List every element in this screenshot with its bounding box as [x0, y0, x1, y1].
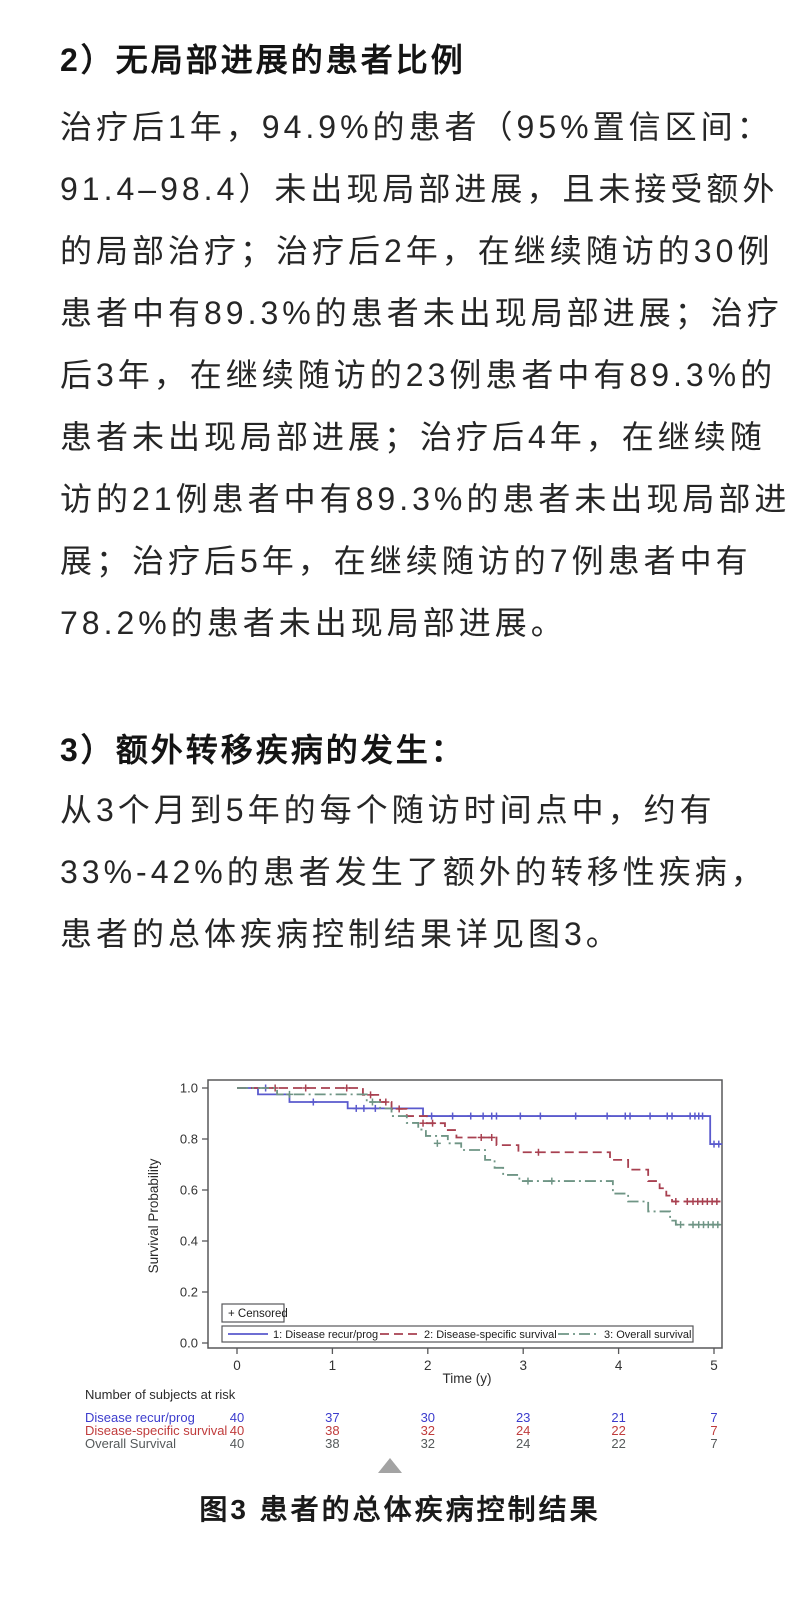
- svg-text:0.8: 0.8: [180, 1132, 198, 1147]
- svg-text:0.4: 0.4: [180, 1234, 198, 1249]
- svg-text:1.0: 1.0: [180, 1081, 198, 1096]
- svg-text:38: 38: [325, 1423, 339, 1438]
- svg-text:1: 1: [329, 1358, 337, 1373]
- svg-text:32: 32: [421, 1423, 435, 1438]
- text-line: 患者的总体疾病控制结果详见图3。: [60, 916, 622, 952]
- svg-text:4: 4: [615, 1358, 623, 1373]
- text-line: 展；治疗后5年，在继续随访的7例患者中有: [60, 543, 752, 579]
- svg-text:22: 22: [611, 1436, 625, 1451]
- svg-text:40: 40: [230, 1423, 244, 1438]
- svg-text:2: 2: [424, 1358, 432, 1373]
- triangle-up-icon: [378, 1458, 402, 1473]
- svg-text:24: 24: [516, 1423, 530, 1438]
- svg-text:21: 21: [611, 1410, 625, 1425]
- figure-caption: 图3 患者的总体疾病控制结果: [199, 1494, 601, 1525]
- svg-text:32: 32: [421, 1436, 435, 1451]
- text-line: 后3年，在继续随访的23例患者中有89.3%的: [60, 357, 777, 393]
- svg-text:Time (y): Time (y): [443, 1371, 492, 1386]
- section-heading-metastatic-disease: 3）额外转移疾病的发生：: [60, 732, 466, 768]
- svg-text:0.2: 0.2: [180, 1285, 198, 1300]
- svg-text:3: Overall survival: 3: Overall survival: [604, 1329, 691, 1341]
- svg-text:Disease-specific survival: Disease-specific survival: [85, 1423, 227, 1438]
- text-line: 治疗后1年，94.9%的患者（95%置信区间：: [60, 109, 773, 145]
- text-line: 78.2%的患者未出现局部进展。: [60, 605, 567, 641]
- paragraph-local-progression: 治疗后1年，94.9%的患者（95%置信区间： 91.4–98.4）未出现局部进…: [60, 94, 791, 652]
- text-line: 访的21例患者中有89.3%的患者未出现局部进: [60, 481, 791, 517]
- text-line: 33%-42%的患者发生了额外的转移性疾病，: [60, 854, 767, 890]
- svg-text:Number of subjects at risk: Number of subjects at risk: [85, 1387, 236, 1402]
- svg-text:23: 23: [516, 1410, 530, 1425]
- text-line: 的局部治疗；治疗后2年，在继续随访的30例: [60, 233, 774, 269]
- svg-text:Survival Probability: Survival Probability: [146, 1158, 161, 1273]
- text-line: 患者中有89.3%的患者未出现局部进展；治疗: [60, 295, 783, 331]
- svg-text:0.6: 0.6: [180, 1183, 198, 1198]
- text-line: 患者未出现局部进展；治疗后4年，在继续随: [60, 419, 766, 455]
- svg-text:7: 7: [710, 1410, 717, 1425]
- text-line: 从3个月到5年的每个随访时间点中，约有: [60, 792, 716, 828]
- svg-text:Disease recur/prog: Disease recur/prog: [85, 1410, 195, 1425]
- svg-text:7: 7: [710, 1436, 717, 1451]
- svg-text:30: 30: [421, 1410, 435, 1425]
- svg-text:24: 24: [516, 1436, 530, 1451]
- svg-text:38: 38: [325, 1436, 339, 1451]
- svg-text:+ Censored: + Censored: [228, 1308, 288, 1320]
- svg-text:0.0: 0.0: [180, 1336, 198, 1351]
- svg-text:5: 5: [710, 1358, 718, 1373]
- section-heading-local-progression: 2）无局部进展的患者比例: [60, 42, 466, 78]
- svg-text:0: 0: [233, 1358, 241, 1373]
- svg-text:40: 40: [230, 1436, 244, 1451]
- paragraph-metastatic-disease: 从3个月到5年的每个随访时间点中，约有 33%-42%的患者发生了额外的转移性疾…: [60, 777, 767, 963]
- svg-text:2: Disease-specific survival: 2: Disease-specific survival: [424, 1329, 557, 1341]
- svg-text:37: 37: [325, 1410, 339, 1425]
- svg-text:1: Disease recur/prog: 1: Disease recur/prog: [273, 1329, 378, 1341]
- svg-text:Overall Survival: Overall Survival: [85, 1436, 176, 1451]
- svg-text:40: 40: [230, 1410, 244, 1425]
- text-line: 91.4–98.4）未出现局部进展，且未接受额外: [60, 171, 779, 207]
- svg-text:22: 22: [611, 1423, 625, 1438]
- svg-text:7: 7: [710, 1423, 717, 1438]
- svg-text:3: 3: [519, 1358, 527, 1373]
